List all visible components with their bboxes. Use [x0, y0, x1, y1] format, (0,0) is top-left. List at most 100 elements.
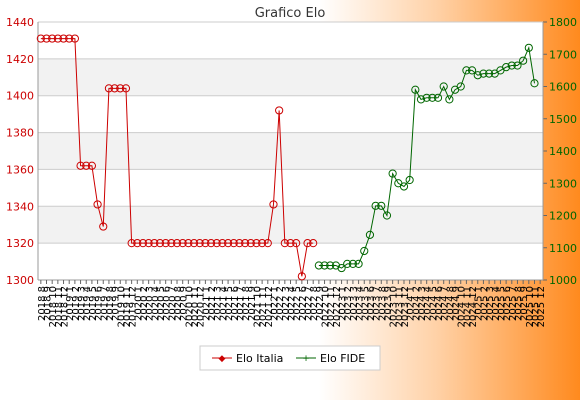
x-tick-label: 2024 3 — [417, 286, 428, 321]
y-left-tick-label: 1440 — [6, 16, 34, 29]
y-left-tick-label: 1320 — [6, 237, 34, 250]
x-tick-label: 2024 1 — [406, 286, 417, 321]
data-point-italia — [269, 200, 278, 209]
data-point-italia — [258, 239, 267, 248]
x-tick-label: 2025 9 — [519, 286, 530, 321]
data-point-italia — [36, 34, 45, 43]
data-point-italia — [252, 239, 261, 248]
legend-marker-fide: + — [302, 354, 310, 364]
x-tick-label: 2021 10 — [252, 286, 263, 327]
y-left-tick-label: 1300 — [6, 274, 34, 287]
data-point-fide — [337, 263, 346, 273]
x-tick-label: 2025 7 — [508, 286, 519, 321]
data-point-fide — [365, 230, 375, 239]
x-tick-label: 2019 6 — [94, 286, 105, 321]
x-tick-label: 2024 2 — [411, 286, 422, 321]
data-point-italia — [241, 239, 250, 248]
x-tick-label: 2025 8 — [513, 286, 524, 321]
x-tick-label: 2021 1 — [201, 286, 212, 321]
data-point-italia — [104, 84, 114, 93]
data-point-fide — [473, 71, 482, 80]
data-point-italia — [280, 239, 289, 248]
data-point-italia — [42, 34, 51, 43]
x-tick-label: 2018 10 — [48, 286, 59, 327]
x-tick-label: 2021 5 — [224, 286, 235, 321]
x-tick-label: 2021 9 — [247, 286, 258, 321]
x-tick-label: 2019 2 — [71, 286, 82, 321]
x-tick-label: 2022 2 — [275, 286, 286, 321]
grid-band — [38, 58, 543, 96]
chart-title: Grafico Elo — [255, 6, 326, 21]
data-point-italia — [110, 84, 119, 93]
data-point-fide — [439, 82, 448, 91]
x-tick-label: 2019 7 — [99, 286, 110, 321]
legend-label-italia: Elo Italia — [236, 352, 283, 365]
x-tick-label: 2021 8 — [241, 286, 252, 321]
y-left-tick-label: 1400 — [6, 90, 34, 103]
x-tick-label: 2021 6 — [230, 286, 241, 321]
data-point-fide — [530, 79, 539, 88]
x-tick-label: 2022 7 — [304, 286, 315, 321]
y-right-tick-label: 1600 — [549, 81, 577, 94]
data-point-fide — [479, 69, 488, 78]
data-point-italia — [82, 161, 91, 170]
data-point-italia — [303, 239, 312, 248]
data-point-italia — [93, 200, 102, 209]
x-tick-label: 2021 3 — [213, 286, 224, 321]
data-point-italia — [155, 239, 165, 248]
data-point-fide — [462, 66, 471, 75]
x-tick-label: 2023 1 — [338, 286, 349, 321]
x-tick-label: 2024 11 — [462, 286, 473, 327]
data-point-italia — [121, 84, 131, 93]
x-tick-label: 2019 12 — [128, 286, 139, 327]
data-point-fide — [411, 85, 420, 94]
x-tick-label: 2024 9 — [451, 286, 462, 321]
x-tick-label: 2020 6 — [162, 286, 173, 321]
x-tick-label: 2023 6 — [366, 286, 377, 321]
data-point-fide — [445, 95, 454, 104]
y-right-tick-label: 1300 — [549, 177, 577, 190]
data-point-italia — [150, 239, 159, 248]
y-right-tick-label: 1700 — [549, 48, 577, 61]
x-tick-label: 2021 4 — [218, 286, 229, 321]
data-point-fide — [524, 43, 533, 52]
data-point-italia — [235, 239, 244, 248]
data-point-italia — [65, 34, 74, 43]
data-point-fide — [456, 82, 465, 91]
data-point-italia — [297, 272, 306, 281]
x-tick-label: 2022 5 — [292, 286, 303, 321]
x-tick-label: 2022 11 — [326, 286, 337, 327]
x-tick-label: 2020 8 — [173, 286, 184, 321]
y-right-tick-label: 1200 — [549, 210, 577, 223]
data-point-fide — [428, 93, 437, 102]
x-tick-label: 2024 6 — [434, 286, 445, 321]
x-tick-label: 2021 7 — [235, 286, 246, 321]
x-tick-label: 2022 12 — [332, 286, 343, 327]
data-point-italia — [116, 84, 125, 93]
x-tick-label: 2023 4 — [355, 286, 366, 321]
x-tick-label: 2020 11 — [190, 286, 201, 327]
data-point-italia — [292, 239, 301, 248]
x-tick-label: 2020 5 — [156, 286, 167, 321]
x-tick-label: 2020 3 — [145, 286, 156, 321]
y-right-tick-label: 1000 — [549, 274, 577, 287]
x-tick-label: 2022 9 — [315, 286, 326, 321]
x-tick-label: 2021 11 — [258, 286, 269, 327]
data-point-italia — [59, 34, 68, 43]
grid-band — [38, 132, 543, 170]
x-tick-label: 2019 1 — [65, 286, 76, 321]
x-tick-label: 2018 8 — [37, 286, 48, 321]
data-point-italia — [138, 239, 148, 248]
data-point-italia — [178, 239, 187, 248]
y-left-tick-label: 1360 — [6, 163, 34, 176]
x-tick-label: 2018 12 — [60, 286, 71, 327]
x-tick-label: 2019 10 — [116, 286, 127, 327]
data-point-italia — [70, 34, 79, 43]
x-tick-label: 2023 10 — [389, 286, 400, 327]
x-tick-label: 2025 3 — [485, 286, 496, 321]
x-tick-label: 2023 8 — [377, 286, 388, 321]
y-left-tick-label: 1380 — [6, 127, 34, 140]
data-point-italia — [286, 239, 295, 248]
